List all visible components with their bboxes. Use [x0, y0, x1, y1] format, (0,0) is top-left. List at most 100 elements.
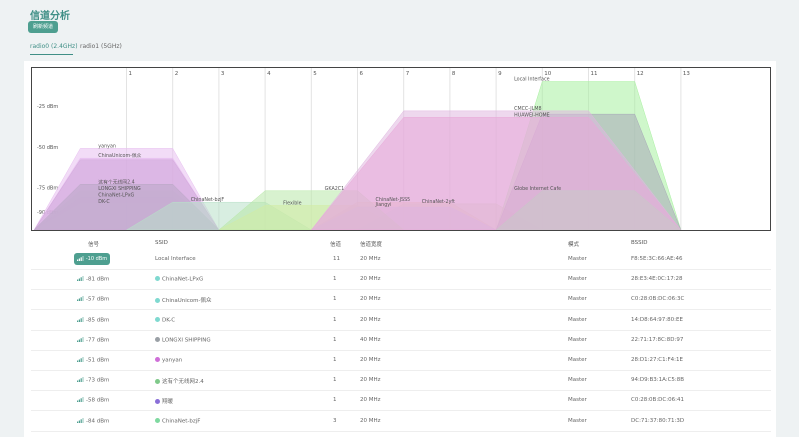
channel-cell: 1: [333, 296, 337, 303]
ssid-cell: LONGXI SHIPPING: [155, 336, 211, 344]
x-tick-label: 4: [267, 71, 271, 77]
channel-width-cell: 20 MHz: [360, 316, 381, 323]
wifi-signal-icon: [77, 417, 84, 423]
ssid-color-dot: [155, 398, 160, 404]
x-tick-label: 7: [406, 71, 410, 77]
x-tick-label: 1: [129, 71, 133, 77]
tab-radio0[interactable]: radio0 (2.4GHz): [30, 43, 78, 50]
ssid-cell: ChinaNet-LPxG: [155, 276, 203, 283]
signal-badge: -10 dBm: [74, 253, 110, 265]
wifi-signal-icon: [77, 336, 84, 342]
wifi-signal-icon: [77, 377, 84, 383]
series-label: DK-C: [98, 199, 110, 205]
signal-value: -85 dBm: [86, 317, 110, 324]
bssid-cell: 94:D9:B3:1A:C5:8B: [631, 377, 685, 384]
ssid-value: 翔暖: [162, 399, 174, 406]
table-row: -10 dBm Local Interface 11 20 MHz Master F8:5…: [31, 250, 771, 270]
channel-width-cell: 20 MHz: [360, 397, 381, 404]
mode-cell: Master: [568, 336, 587, 343]
series-label: Jiangyi: [375, 202, 392, 208]
header-bssid: BSSID: [631, 240, 648, 246]
ssid-cell: DK-C: [155, 316, 175, 323]
header-channel-width: 信道宽度: [360, 242, 383, 248]
y-tick-label: -25 dBm: [37, 104, 58, 110]
x-tick-label: 8: [452, 71, 456, 77]
signal-cell: -81 dBm: [77, 276, 109, 283]
signal-value: -73 dBm: [86, 377, 110, 384]
signal-value: -57 dBm: [86, 296, 110, 303]
header-signal: 信号: [88, 242, 100, 248]
ssid-cell: ChinaUnicom-佩众: [155, 296, 211, 304]
header-channel: 信道: [330, 242, 342, 248]
ssid-value: LONGXI SHIPPING: [162, 337, 211, 344]
ssid-color-dot: [155, 336, 160, 342]
series-label: Flexible: [283, 200, 302, 206]
wifi-signal-icon: [77, 397, 84, 403]
x-tick-label: 12: [637, 71, 644, 77]
ssid-color-dot: [155, 357, 160, 362]
bssid-cell: 28:E3:4E:0C:17:28: [631, 276, 683, 283]
series-label: Local Interface: [514, 77, 549, 83]
x-tick-label: 3: [221, 71, 225, 77]
refresh-channels-button[interactable]: 刷新频道: [28, 21, 58, 33]
ssid-color-dot: [155, 417, 160, 423]
y-tick-label: -75 dBm: [37, 186, 58, 192]
ssid-color-dot: [155, 316, 160, 322]
table-row: -73 dBm 这有个无线网2.4 1 20 MHz Master 94:D9:B3:1A…: [31, 371, 771, 392]
table-row: -77 dBm LONGXI SHIPPING 1 40 MHz Master 22:71…: [31, 331, 771, 351]
table-row: -81 dBm ChinaNet-LPxG 1 20 MHz Master 28:E3:4…: [31, 270, 771, 291]
mode-cell: Master: [568, 357, 587, 363]
series-label: 这有个无线网2.4: [98, 178, 134, 185]
signal-cell: -58 dBm: [77, 397, 109, 404]
mode-cell: Master: [568, 276, 587, 283]
channel-cell: 1: [333, 276, 337, 283]
table-row: -51 dBm yanyan 1 20 MHz Master 28:D1:27:C1:F4…: [31, 351, 771, 371]
signal-cell: -73 dBm: [77, 377, 109, 384]
ssid-cell: yanyan: [155, 357, 182, 364]
wifi-signal-icon: [77, 276, 84, 282]
signal-value: -84 dBm: [86, 418, 110, 425]
signal-value: -81 dBm: [86, 276, 110, 283]
ssid-value: ChinaNet-LPxG: [162, 276, 204, 283]
signal-cell: -85 dBm: [77, 316, 110, 324]
series-label: HUAWEI-HOME: [514, 112, 550, 118]
wifi-signal-icon: [77, 296, 84, 302]
channel-width-cell: 20 MHz: [360, 256, 381, 262]
mode-cell: Master: [568, 256, 587, 262]
series-label: ChinaNet-JSS5: [376, 197, 411, 203]
bssid-cell: 28:D1:27:C1:F4:1E: [631, 357, 683, 363]
mode-cell: Master: [568, 296, 587, 303]
bssid-cell: 22:71:17:8C:8D:97: [631, 336, 684, 343]
ssid-value: yanyan: [162, 357, 183, 364]
active-tab-indicator: [30, 54, 73, 56]
x-tick-label: 13: [683, 71, 690, 77]
series-label: CMCC-JLM8: [514, 106, 541, 112]
channel-cell: 1: [333, 377, 337, 384]
table-row: -85 dBm DK-C 1 20 MHz Master 14:D8:64:97:80:E…: [31, 311, 771, 331]
channel-width-cell: 20 MHz: [360, 276, 381, 283]
series-label: Globe Internet Cafe: [514, 186, 561, 192]
ssid-cell: 这有个无线网2.4: [155, 377, 204, 385]
table-row: -84 dBm ChinaNet-bzjF 3 20 MHz Master DC:71:3…: [31, 412, 771, 432]
channel-width-cell: 40 MHz: [360, 336, 381, 343]
ssid-color-dot: [155, 276, 160, 282]
bssid-cell: 14:D8:64:97:80:EE: [631, 316, 683, 323]
series-label: LONGXI SHIPPING: [98, 186, 141, 192]
x-tick-label: 6: [360, 71, 364, 77]
table-row: -57 dBm ChinaUnicom-佩众 1 20 MHz Master C0:28:…: [31, 290, 771, 311]
signal-value: -77 dBm: [86, 337, 110, 344]
page-title: 信道分析: [30, 11, 70, 22]
channel-width-cell: 20 MHz: [360, 357, 381, 363]
x-tick-label: 5: [313, 71, 317, 77]
channel-cell: 1: [333, 316, 337, 323]
mode-cell: Master: [568, 417, 587, 424]
signal-value: -51 dBm: [86, 357, 110, 364]
signal-cell: -57 dBm: [77, 296, 109, 303]
signal-value: -58 dBm: [86, 397, 110, 404]
bssid-cell: DC:71:37:80:71:3D: [631, 417, 685, 424]
x-tick-label: 9: [498, 71, 502, 77]
signal-cell: -84 dBm: [77, 417, 110, 425]
signal-cell: -51 dBm: [77, 357, 109, 364]
tab-radio1[interactable]: radio1 (5GHz): [80, 43, 122, 50]
